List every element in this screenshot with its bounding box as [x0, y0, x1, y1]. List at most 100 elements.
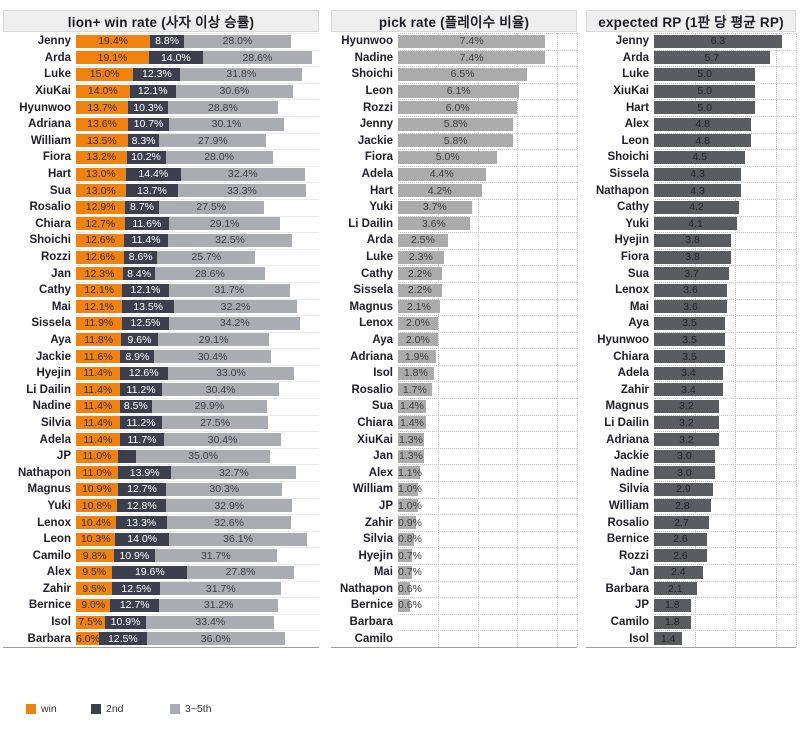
- bar: 3.7: [654, 267, 730, 281]
- category-label: Mai: [629, 300, 649, 313]
- bar: 11.6% 8.9% 30.4%: [76, 350, 271, 364]
- bar-segment-win: 13.0%: [76, 167, 126, 181]
- chart-row: Isol 1.4: [586, 630, 796, 647]
- bar: 9.5% 19.6% 27.8%: [76, 565, 294, 579]
- bar-segment: 2.4: [654, 565, 703, 579]
- bar-segment-win: 10.3%: [76, 532, 116, 546]
- bar-value-label: 11.4%: [83, 433, 113, 446]
- row-plot-area: 3.5: [654, 348, 796, 365]
- bar-segment-2nd: 8.6%: [124, 250, 158, 264]
- bar-segment-2nd: 10.9%: [104, 615, 147, 629]
- chart-row: Adriana 3.2: [586, 431, 796, 448]
- bar-segment: 1.9%: [398, 350, 436, 364]
- chart-row: Adriana 1.9%: [331, 348, 577, 365]
- bar-segment: 0.7%: [398, 565, 422, 579]
- bar-value-label: 4.3: [690, 184, 705, 197]
- second-color-swatch: [91, 704, 101, 714]
- bar-segment-3-5th: 31.7%: [168, 283, 290, 297]
- bar-value-label: 4.3: [690, 167, 705, 180]
- chart-row: Zahir 9.5% 12.5% 31.7%: [3, 580, 319, 598]
- bar-value-label: 33.0%: [216, 366, 246, 379]
- chart-row: William 2.8: [586, 497, 796, 515]
- category-label: Alex: [368, 466, 393, 479]
- row-plot-area: 11.4% 11.7% 30.4%: [76, 431, 319, 448]
- bar-value-label: 2.7: [674, 516, 689, 529]
- bar-segment: 2.6: [654, 532, 707, 546]
- bar: 5.8%: [398, 134, 514, 148]
- row-plot-area: 12.1% 13.5% 32.2%: [76, 298, 319, 316]
- row-plot-area: 1.0%: [398, 481, 577, 498]
- bar-value-label: 11.4%: [83, 400, 113, 413]
- bar: 3.0: [654, 449, 715, 463]
- bar-value-label: 6.5%: [450, 68, 475, 81]
- row-plot-area: 4.3: [654, 182, 796, 199]
- rest-color-swatch: [170, 704, 180, 714]
- bar-value-label: 12.6%: [128, 366, 159, 379]
- bar-value-label: 0.8%: [398, 532, 422, 545]
- row-plot-area: 13.2% 10.2% 28.0%: [76, 149, 319, 166]
- bar: 3.2: [654, 416, 719, 430]
- bar-segment-3-5th: 30.4%: [154, 350, 271, 364]
- row-plot-area: 4.8: [654, 115, 796, 133]
- bar-segment-win: 7.5%: [76, 615, 105, 629]
- category-label: Cathy: [617, 201, 649, 214]
- bar-value-label: 4.2: [689, 200, 704, 213]
- bar-value-label: 12.3%: [142, 68, 172, 81]
- bar-segment: 2.7: [654, 516, 709, 530]
- row-plot-area: 2.2%: [398, 265, 577, 282]
- bar-segment-2nd: 12.7%: [110, 598, 160, 612]
- bar-segment: 1.8: [654, 615, 691, 629]
- row-plot-area: 11.4% 8.5% 29.9%: [76, 398, 319, 415]
- bar-segment-2nd: 12.7%: [117, 482, 167, 496]
- category-label: Adela: [39, 433, 71, 446]
- category-label: Hart: [369, 184, 393, 197]
- bar-value-label: 12.7%: [127, 483, 157, 496]
- bar: 3.6%: [398, 217, 470, 231]
- bar-segment: 5.0: [654, 101, 756, 115]
- bar-value-label: 14.4%: [138, 167, 169, 180]
- win-rate-panel: lion+ win rate (사자 이상 승률) Jenny 19.4% 8.8%…: [3, 10, 319, 648]
- row-plot-area: 0.7%: [398, 547, 577, 564]
- bar-segment: 3.2: [654, 416, 719, 430]
- bar-value-label: 12.5%: [130, 317, 161, 330]
- chart-row: Hyejin 0.7%: [331, 547, 577, 564]
- row-plot-area: 3.8: [654, 232, 796, 249]
- bar-value-label: 13.5%: [86, 134, 117, 147]
- chart-row: Nathapon 4.3: [586, 182, 796, 199]
- bar-value-label: 8.3%: [131, 134, 156, 147]
- bar-segment: 6.3: [654, 34, 782, 48]
- bar-value-label: 11.7%: [127, 433, 157, 446]
- bar-segment-3-5th: 32.5%: [167, 233, 293, 247]
- bar-segment-2nd: 13.9%: [118, 466, 172, 480]
- win-rate-rows: Jenny 19.4% 8.8% 28.0% Arda 19.1% 14.0% 28.6% Lu…: [3, 33, 319, 648]
- bar-value-label: 30.3%: [209, 483, 240, 496]
- bar-segment-3-5th: 30.4%: [162, 383, 279, 397]
- category-label: Adriana: [28, 118, 71, 131]
- bar-segment-3-5th: 30.4%: [164, 433, 281, 447]
- chart-row: Luke 5.0: [586, 66, 796, 83]
- bar: 3.8: [654, 250, 732, 264]
- bar-value-label: 2.8: [675, 499, 690, 512]
- bar-segment-win: 11.0%: [76, 466, 119, 480]
- row-plot-area: 1.4%: [398, 414, 577, 432]
- bar: 2.8: [654, 499, 711, 513]
- bar-segment: 3.8: [654, 233, 732, 247]
- chart-row: Li Dailin 11.4% 11.2% 30.4%: [3, 381, 319, 398]
- bar-segment-win: 11.9%: [76, 316, 122, 330]
- bar-segment: 5.0%: [398, 150, 498, 164]
- bar-value-label: 1.3%: [398, 433, 423, 446]
- bar: 11.9% 12.5% 34.2%: [76, 316, 301, 330]
- bar-segment: 3.5: [654, 316, 725, 330]
- bar-segment-2nd: 10.7%: [128, 117, 169, 131]
- chart-row: Mai 3.6: [586, 298, 796, 316]
- bar-segment-2nd: 8.9%: [120, 350, 155, 364]
- bar-value-label: 12.1%: [130, 283, 161, 296]
- bar-segment-3-5th: 27.5%: [162, 416, 268, 430]
- row-plot-area: 3.0: [654, 447, 796, 465]
- row-plot-area: 2.0%: [398, 331, 577, 349]
- bar-value-label: 11.4%: [131, 234, 161, 247]
- row-plot-area: 4.2%: [398, 182, 577, 199]
- bar: 0.6%: [398, 582, 422, 596]
- row-plot-area: 6.1%: [398, 82, 577, 100]
- category-label: Adela: [617, 367, 649, 380]
